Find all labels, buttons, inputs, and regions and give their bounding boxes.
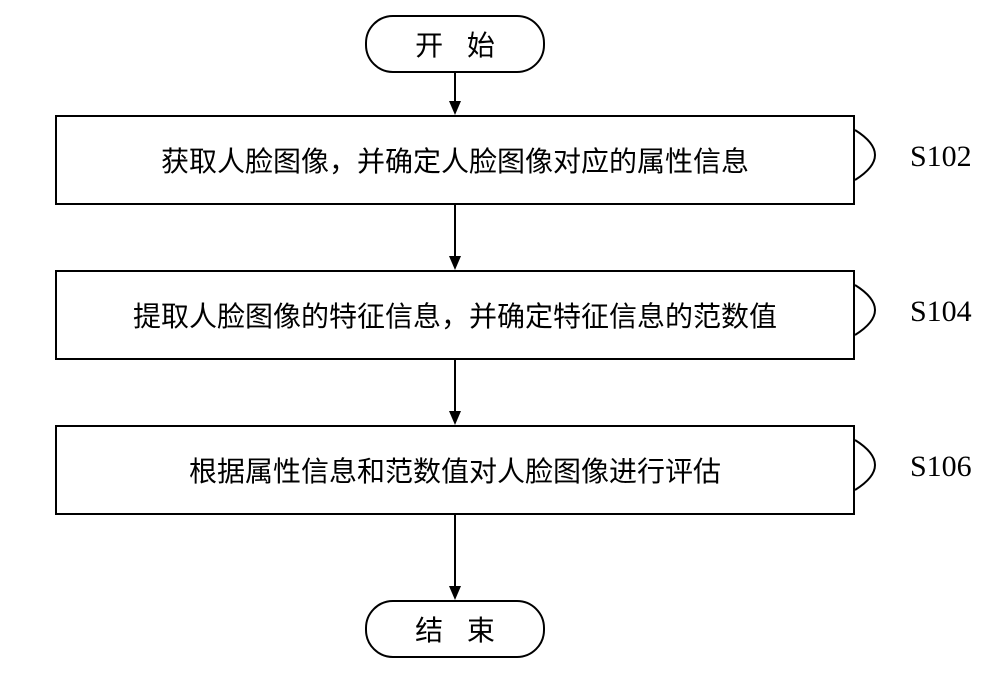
flowchart-canvas: 开 始 获取人脸图像，并确定人脸图像对应的属性信息 S102 提取人脸图像的特征… bbox=[0, 0, 1000, 685]
end-terminator: 结 束 bbox=[365, 600, 545, 658]
end-text: 结 束 bbox=[407, 609, 504, 649]
start-text: 开 始 bbox=[407, 24, 504, 64]
process-s104-text: 提取人脸图像的特征信息，并确定特征信息的范数值 bbox=[133, 295, 777, 335]
step-label-s102: S102 bbox=[910, 140, 972, 174]
process-s102-text: 获取人脸图像，并确定人脸图像对应的属性信息 bbox=[161, 140, 749, 180]
step-label-s106: S106 bbox=[910, 450, 972, 484]
process-s106: 根据属性信息和范数值对人脸图像进行评估 bbox=[55, 425, 855, 515]
start-terminator: 开 始 bbox=[365, 15, 545, 73]
process-s104: 提取人脸图像的特征信息，并确定特征信息的范数值 bbox=[55, 270, 855, 360]
step-label-s104: S104 bbox=[910, 295, 972, 329]
process-s106-text: 根据属性信息和范数值对人脸图像进行评估 bbox=[189, 450, 721, 490]
process-s102: 获取人脸图像，并确定人脸图像对应的属性信息 bbox=[55, 115, 855, 205]
